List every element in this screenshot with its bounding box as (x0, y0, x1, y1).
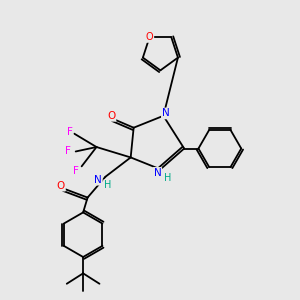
Text: F: F (67, 127, 73, 137)
Text: N: N (162, 108, 169, 118)
Text: N: N (154, 168, 161, 178)
Text: H: H (164, 172, 172, 183)
Text: O: O (146, 32, 153, 42)
Text: H: H (104, 180, 112, 190)
Text: F: F (65, 146, 71, 157)
Text: O: O (57, 181, 65, 191)
Text: F: F (73, 166, 79, 176)
Text: O: O (107, 111, 116, 121)
Text: N: N (94, 175, 102, 185)
